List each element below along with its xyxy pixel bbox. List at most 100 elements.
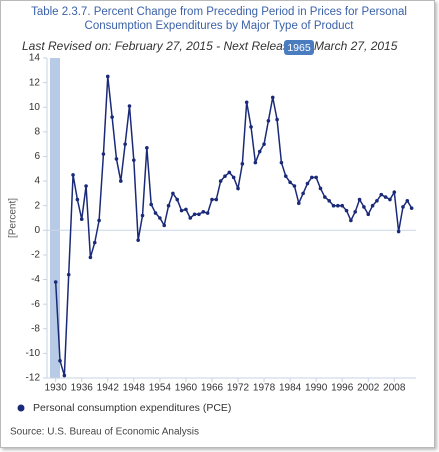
data-point bbox=[66, 272, 71, 277]
x-tick-label: 1948 bbox=[123, 383, 146, 394]
data-point bbox=[119, 179, 123, 183]
x-tick-label: 1954 bbox=[149, 383, 172, 394]
x-tick-label: 1984 bbox=[279, 383, 302, 394]
data-point bbox=[162, 223, 167, 228]
y-tick-label: -6 bbox=[31, 299, 40, 310]
x-tick-label: 1960 bbox=[175, 383, 198, 394]
data-point bbox=[192, 212, 197, 217]
y-tick-label: -2 bbox=[31, 250, 40, 261]
data-point bbox=[179, 208, 184, 213]
y-tick-label: -12 bbox=[26, 373, 41, 384]
data-point bbox=[201, 210, 206, 214]
data-point bbox=[409, 206, 414, 210]
data-point bbox=[145, 146, 149, 150]
y-tick-label: 14 bbox=[29, 53, 41, 64]
data-point bbox=[249, 125, 253, 129]
data-point bbox=[158, 216, 162, 220]
x-tick-label: 1936 bbox=[71, 383, 94, 394]
data-point bbox=[210, 197, 214, 202]
data-point bbox=[370, 203, 375, 208]
data-point bbox=[105, 74, 110, 79]
data-point bbox=[88, 255, 93, 260]
data-point bbox=[392, 190, 397, 194]
data-point bbox=[153, 211, 158, 215]
data-point bbox=[184, 207, 188, 212]
data-point bbox=[227, 170, 232, 175]
data-point bbox=[283, 174, 288, 178]
data-point bbox=[340, 203, 345, 208]
data-point bbox=[214, 197, 219, 202]
data-point bbox=[292, 184, 297, 188]
data-point bbox=[114, 157, 119, 161]
data-point bbox=[275, 117, 279, 122]
data-point bbox=[123, 142, 127, 146]
data-point bbox=[383, 195, 388, 199]
data-point bbox=[362, 205, 366, 209]
data-point bbox=[344, 208, 349, 213]
data-point bbox=[71, 173, 75, 177]
data-point bbox=[84, 184, 88, 188]
y-tick-label: 12 bbox=[29, 77, 41, 88]
y-axis-label: [Percent] bbox=[8, 198, 19, 238]
data-point bbox=[171, 191, 175, 196]
data-point bbox=[331, 203, 336, 208]
data-point bbox=[301, 191, 305, 196]
data-point bbox=[257, 149, 262, 154]
data-point bbox=[353, 210, 358, 214]
data-point bbox=[110, 115, 114, 119]
y-tick-label: -4 bbox=[31, 274, 40, 285]
data-point bbox=[62, 373, 67, 378]
data-point bbox=[349, 218, 353, 223]
chart-title: Consumption Expenditures by Major Type o… bbox=[85, 20, 355, 32]
x-tick-label: 1978 bbox=[253, 383, 276, 394]
data-point bbox=[149, 202, 153, 207]
data-point bbox=[127, 104, 132, 108]
data-point bbox=[388, 197, 392, 202]
hover-badge bbox=[284, 40, 314, 55]
y-tick-label: 8 bbox=[34, 126, 40, 137]
data-point bbox=[314, 175, 318, 180]
subtitle: Last Revised on: February 27, 2015 - Nex… bbox=[22, 39, 296, 53]
data-point bbox=[262, 142, 266, 146]
source: Source: U.S. Bureau of Economic Analysis bbox=[10, 427, 199, 438]
data-point bbox=[244, 100, 249, 105]
data-point bbox=[53, 280, 58, 284]
y-tick-label: 10 bbox=[29, 102, 41, 113]
data-point bbox=[266, 118, 271, 123]
y-tick-label: 4 bbox=[34, 176, 40, 187]
data-point bbox=[75, 197, 80, 202]
legend-marker bbox=[17, 404, 25, 412]
data-point bbox=[375, 198, 379, 203]
data-point bbox=[166, 203, 171, 208]
data-point bbox=[205, 211, 210, 215]
data-point bbox=[79, 217, 84, 222]
data-point bbox=[218, 179, 223, 183]
x-tick-label: 1930 bbox=[45, 383, 68, 394]
y-tick-label: -8 bbox=[31, 323, 40, 334]
x-tick-label: 1972 bbox=[227, 383, 250, 394]
data-point bbox=[140, 213, 145, 218]
data-point bbox=[175, 197, 180, 202]
data-point bbox=[336, 203, 340, 208]
data-point bbox=[405, 198, 410, 203]
data-point bbox=[223, 174, 227, 178]
y-tick-label: 0 bbox=[34, 225, 40, 236]
data-point bbox=[310, 175, 314, 180]
y-tick-label: -10 bbox=[26, 348, 41, 359]
data-point bbox=[188, 216, 193, 220]
data-point bbox=[401, 205, 405, 209]
chart-title: Table 2.3.7. Percent Change from Precedi… bbox=[31, 6, 407, 18]
data-point bbox=[279, 160, 284, 165]
data-point bbox=[58, 358, 62, 363]
data-point bbox=[101, 152, 106, 156]
series-line bbox=[54, 76, 413, 376]
data-point bbox=[323, 195, 327, 199]
y-tick-label: 2 bbox=[34, 200, 40, 211]
legend-label: Personal consumption expenditures (PCE) bbox=[33, 402, 231, 414]
data-point bbox=[231, 175, 236, 180]
data-point bbox=[379, 192, 384, 197]
x-tick-label: 1966 bbox=[201, 383, 224, 394]
data-point bbox=[357, 197, 362, 202]
data-point bbox=[92, 240, 97, 245]
